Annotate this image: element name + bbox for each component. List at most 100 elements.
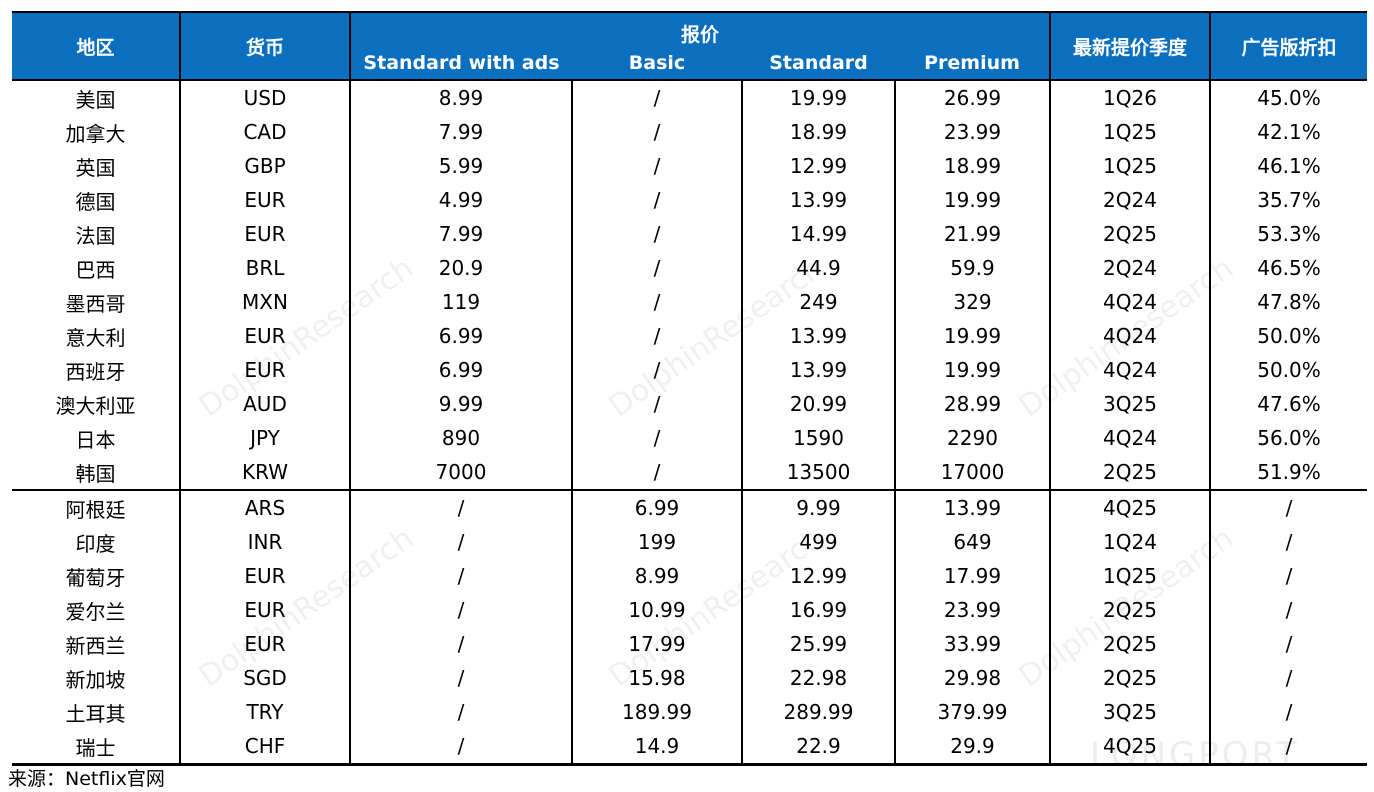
cell-premium: 59.9: [893, 251, 1051, 285]
table-row: 德国 EUR 4.99/13.99 19.99 2Q24 35.7%: [12, 183, 1368, 217]
cell-currency: EUR: [179, 593, 350, 627]
cell-latest-hike: 2Q24: [1049, 183, 1211, 217]
cell-ad-discount: /: [1209, 489, 1368, 525]
cell-currency: ARS: [179, 489, 350, 525]
cell-currency: USD: [179, 80, 350, 115]
cell-standard: 22.9: [741, 729, 895, 766]
cell-currency: BRL: [179, 251, 350, 285]
cell-standard-with-ads: /: [349, 593, 572, 627]
cell-ad-discount: 51.9%: [1209, 455, 1368, 490]
cell-ad-discount: /: [1209, 559, 1368, 593]
cell-region: 阿根廷: [12, 489, 180, 525]
cell-region: 印度: [75, 531, 116, 556]
cell-currency: CAD: [179, 115, 350, 149]
cell-standard: 20.99: [741, 387, 895, 421]
cell-region: 土耳其: [65, 701, 126, 726]
cell-standard: 13500: [741, 455, 895, 490]
table-row: 西班牙 EUR 6.99/13.99 19.99 4Q24 50.0%: [12, 353, 1368, 387]
cell-standard: 14.99: [741, 217, 895, 251]
cell-currency: KRW: [179, 455, 350, 490]
cell-standard: 44.9: [741, 251, 895, 285]
table-row: 阿根廷 ARS/6.99 9.99 13.99 4Q25/: [12, 489, 1368, 525]
cell-premium: 17.99: [893, 559, 1051, 593]
cell-latest-hike: 1Q25: [1049, 559, 1211, 593]
cell-region: 新加坡: [65, 667, 126, 692]
header-price-group: 报价: [348, 11, 1051, 47]
cell-premium: 23.99: [893, 593, 1051, 627]
cell-basic: 10.99: [571, 593, 742, 627]
cell-standard: 1590: [741, 421, 895, 455]
cell-basic: /: [571, 421, 742, 455]
cell-region: 英国: [75, 155, 116, 180]
table-row: 法国 EUR 7.99/14.99 21.99 2Q25 53.3%: [12, 217, 1368, 251]
cell-basic: /: [571, 183, 742, 217]
header-currency: 货币: [179, 11, 350, 80]
cell-standard: 12.99: [741, 559, 895, 593]
cell-ad-discount: 53.3%: [1209, 217, 1368, 251]
cell-latest-hike: 1Q25: [1049, 149, 1211, 183]
cell-premium: 21.99: [893, 217, 1051, 251]
table-row: 新加坡 SGD/15.98 22.98 29.98 2Q25/: [12, 661, 1368, 695]
cell-ad-discount: /: [1209, 695, 1368, 729]
cell-region: 西班牙: [65, 359, 126, 384]
cell-region: 爱尔兰: [65, 599, 126, 624]
cell-standard-with-ads: /: [349, 661, 572, 695]
cell-ad-discount: /: [1209, 627, 1368, 661]
header-plan-premium: Premium: [895, 47, 1051, 80]
cell-latest-hike: 1Q26: [1049, 80, 1211, 115]
header-plan-basic: Basic: [572, 47, 742, 80]
cell-latest-hike: 1Q25: [1049, 115, 1211, 149]
cell-standard-with-ads: 119: [349, 285, 572, 319]
cell-standard: 12.99: [741, 149, 895, 183]
table-row: 韩国 KRW 7000/13500 17000 2Q25 51.9%: [12, 455, 1368, 490]
table-row: 英国 GBP 5.99/12.99 18.99 1Q25 46.1%: [12, 149, 1368, 183]
cell-premium: 29.9: [893, 729, 1051, 766]
cell-standard: 18.99: [741, 115, 895, 149]
table-row: 新西兰 EUR/17.99 25.99 33.99 2Q25/: [12, 627, 1368, 661]
cell-basic: /: [571, 115, 742, 149]
cell-currency: TRY: [179, 695, 350, 729]
table-row: 爱尔兰 EUR/10.99 16.99 23.99 2Q25/: [12, 593, 1368, 627]
cell-standard: 499: [741, 525, 895, 559]
cell-region: 日本: [75, 427, 116, 452]
cell-ad-discount: 50.0%: [1209, 319, 1368, 353]
cell-latest-hike: 2Q25: [1049, 627, 1211, 661]
cell-premium: 33.99: [893, 627, 1051, 661]
cell-ad-discount: 35.7%: [1209, 183, 1368, 217]
cell-latest-hike: 4Q24: [1049, 421, 1211, 455]
cell-region: 韩国: [75, 461, 116, 486]
cell-standard: 249: [741, 285, 895, 319]
cell-basic: 15.98: [571, 661, 742, 695]
cell-premium: 19.99: [893, 183, 1051, 217]
cell-basic: /: [571, 217, 742, 251]
cell-basic: /: [571, 80, 742, 115]
cell-ad-discount: 47.8%: [1209, 285, 1368, 319]
cell-premium: 17000: [893, 455, 1051, 490]
table-row: 美国 USD 8.99/19.99 26.99 1Q26 45.0%: [12, 80, 1368, 115]
cell-currency: AUD: [179, 387, 350, 421]
table-row: 澳大利亚 AUD 9.99/20.99 28.99 3Q25 47.6%: [12, 387, 1368, 421]
cell-standard-with-ads: /: [349, 695, 572, 729]
table-row: 墨西哥 MXN 119/249 329 4Q24 47.8%: [12, 285, 1368, 319]
cell-ad-discount: 46.5%: [1209, 251, 1368, 285]
cell-standard-with-ads: 7000: [349, 455, 572, 490]
cell-latest-hike: 2Q25: [1049, 217, 1211, 251]
table-row: 日本 JPY 890/1590 2290 4Q24 56.0%: [12, 421, 1368, 455]
header-latest-hike: 最新提价季度: [1049, 11, 1211, 80]
cell-standard-with-ads: 9.99: [349, 387, 572, 421]
cell-latest-hike: 4Q24: [1049, 285, 1211, 319]
table-row: 巴西 BRL 20.9/44.9 59.9 2Q24 46.5%: [12, 251, 1368, 285]
table-row: 意大利 EUR 6.99/13.99 19.99 4Q24 50.0%: [12, 319, 1368, 353]
cell-standard-with-ads: 7.99: [349, 115, 572, 149]
cell-ad-discount: 45.0%: [1209, 80, 1368, 115]
cell-region: 法国: [75, 223, 116, 248]
cell-currency: SGD: [179, 661, 350, 695]
cell-standard-with-ads: /: [349, 489, 572, 525]
cell-basic: 17.99: [571, 627, 742, 661]
cell-standard: 22.98: [741, 661, 895, 695]
cell-ad-discount: 47.6%: [1209, 387, 1368, 421]
cell-standard-with-ads: 6.99: [349, 353, 572, 387]
cell-premium: 26.99: [893, 80, 1051, 115]
cell-basic: /: [571, 149, 742, 183]
cell-region: 瑞士: [12, 729, 180, 766]
